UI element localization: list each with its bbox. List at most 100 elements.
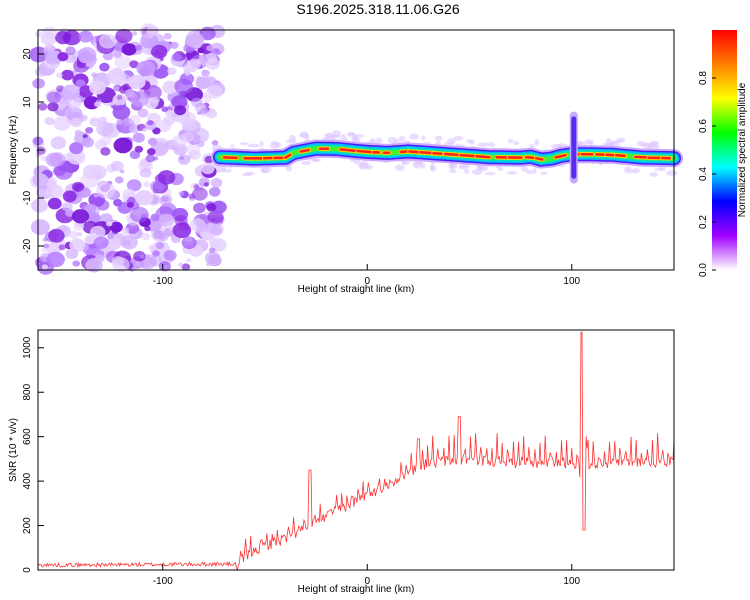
y-tick-label: 10 (22, 96, 33, 108)
speckle (259, 140, 264, 147)
noise-blob (139, 23, 158, 38)
speckle (651, 144, 660, 149)
noise-blob (209, 186, 221, 197)
y-tick-label: 800 (22, 383, 33, 400)
noise-blob (208, 238, 219, 247)
noise-blob (125, 222, 140, 234)
noise-blob (96, 121, 114, 137)
speckle (525, 169, 534, 175)
noise-blob (139, 254, 145, 259)
spectrogram-heatmap (29, 23, 683, 275)
noise-blob (206, 203, 217, 212)
y-tick-label: -20 (22, 238, 33, 253)
noise-blob (193, 202, 206, 214)
noise-blob (38, 102, 48, 111)
noise-blob (65, 46, 76, 55)
noise-blob (200, 107, 209, 115)
speckle (520, 165, 528, 172)
noise-blob (61, 202, 73, 212)
speckle (534, 139, 540, 146)
noise-blob (111, 228, 119, 235)
noise-blob (48, 228, 65, 243)
noise-blob (41, 247, 48, 253)
speckle (540, 171, 548, 175)
noise-blob (171, 52, 182, 62)
speckle (506, 171, 518, 175)
noise-blob (112, 93, 127, 106)
colorbar: 0.0 0.2 0.4 0.6 0.8 Normalized spectral ampl… (698, 30, 748, 277)
noise-blob (99, 135, 112, 146)
noise-blob (70, 117, 82, 128)
noise-blob (186, 258, 192, 263)
noise-blob (57, 52, 69, 62)
noise-blob (143, 181, 151, 188)
noise-blob (200, 162, 215, 175)
noise-blob (113, 137, 133, 154)
noise-blob (150, 180, 165, 193)
ridge-peak (399, 150, 409, 154)
speckle (443, 142, 455, 146)
noise-blob (30, 219, 50, 236)
noise-blob (69, 142, 84, 155)
speckle (394, 164, 405, 172)
noise-blob (120, 235, 138, 250)
noise-blob (46, 91, 62, 104)
noise-blob (89, 117, 101, 127)
speckle (312, 157, 319, 163)
noise-blob (123, 195, 129, 200)
noise-blob (203, 182, 209, 187)
speckle (666, 170, 678, 176)
noise-blob (31, 198, 48, 213)
noise-blob (111, 256, 125, 267)
noise-blob (162, 80, 179, 95)
noise-blob (142, 128, 148, 133)
noise-blob (34, 67, 47, 77)
noise-blob (185, 32, 205, 48)
noise-blob (206, 84, 223, 99)
noise-blob (113, 198, 123, 207)
y-tick-label: 0 (22, 567, 33, 573)
speckle (242, 172, 253, 177)
colorbar-tick-label: 0.2 (698, 215, 709, 229)
speckle (358, 162, 369, 170)
colorbar-gradient (712, 30, 737, 270)
speckle (507, 138, 514, 144)
noise-blob (85, 258, 103, 273)
colorbar-tick-label: 0.6 (698, 119, 709, 133)
x-tick-label: -100 (153, 276, 173, 287)
noise-blob (98, 33, 117, 49)
noise-blob (93, 236, 109, 249)
y-tick-label: 0 (22, 147, 33, 153)
speckle (346, 132, 356, 136)
noise-blob (89, 164, 107, 180)
noise-blob (49, 152, 66, 167)
noise-blob (139, 168, 152, 178)
noise-blob (185, 71, 190, 76)
speckle (387, 136, 398, 144)
noise-blob (174, 78, 193, 95)
speckle (498, 166, 504, 172)
noise-blob (145, 154, 156, 163)
snr-y-ticks: 0 200 400 600 800 1000 (22, 336, 44, 573)
noise-blob (207, 210, 224, 224)
noise-blob (32, 173, 49, 187)
speckle (624, 166, 632, 171)
noise-blob (191, 97, 203, 108)
noise-blob (131, 31, 138, 36)
ridge-peak (432, 151, 443, 156)
speckle (351, 137, 361, 143)
noise-blob (55, 30, 71, 45)
noise-blob (129, 60, 139, 69)
noise-blob (67, 149, 86, 165)
noise-blob (129, 80, 138, 89)
noise-blob (144, 225, 151, 232)
noise-blob (134, 145, 144, 153)
ridge-peak (554, 153, 567, 159)
noise-blob (158, 213, 175, 227)
speckle (288, 134, 296, 142)
noise-blob (113, 85, 120, 91)
x-tick-label: 100 (563, 276, 580, 287)
speckle (434, 135, 443, 141)
ridge-peak (299, 148, 311, 153)
noise-blob (171, 95, 188, 109)
